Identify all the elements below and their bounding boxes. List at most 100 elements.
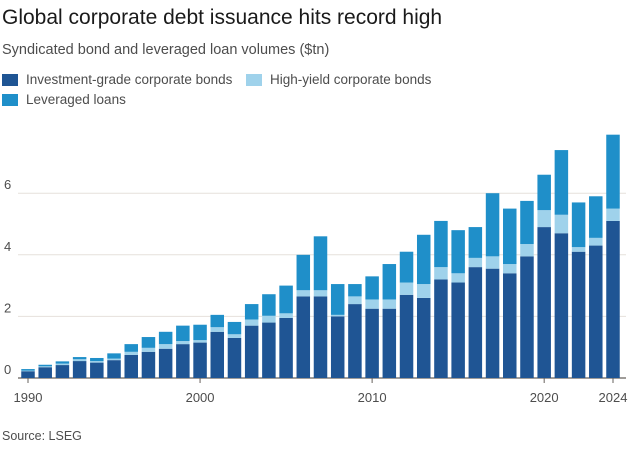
legend-item-leveraged-loans: Leveraged loans [2,92,126,107]
chart-legend: Investment-grade corporate bonds High-yi… [2,72,602,112]
bar-2006-series-0 [296,296,311,378]
bar-2009-series-0 [348,304,362,378]
bar-2011-series-1 [382,299,397,309]
bar-2014-series-2 [434,220,448,268]
bar-1990-series-2 [21,369,35,371]
bar-2012-series-1 [399,282,414,295]
bar-2020-series-1 [537,210,551,228]
bar-2009-series-2 [348,284,362,297]
bar-2011-series-0 [382,308,397,378]
y-tick-label-0: 0 [4,362,11,377]
legend-label-leveraged-loans: Leveraged loans [26,92,126,107]
x-tick-label-2000: 2000 [186,390,215,405]
bar-2020-series-2 [537,174,551,211]
bar-1994-series-2 [90,357,104,362]
bar-1996-series-2 [124,344,138,352]
bar-2022-series-1 [571,247,586,252]
bar-1994-series-0 [90,362,104,378]
bar-1998-series-2 [158,331,173,345]
x-tick-label-1990: 1990 [14,390,43,405]
bar-2007-series-2 [313,236,328,291]
bar-1998-series-1 [158,344,173,349]
bar-2006-series-1 [296,290,311,297]
bar-2021-series-0 [554,233,569,378]
bar-2024-series-2 [606,134,620,209]
bar-2023-series-0 [589,245,603,378]
bar-2014-series-0 [434,279,448,378]
bar-2004-series-2 [262,294,276,316]
bar-1999-series-0 [176,344,190,378]
bar-2018-series-1 [503,264,517,274]
bar-2000-series-1 [193,340,207,343]
bar-2005-series-1 [279,313,293,318]
bar-2013-series-2 [416,234,431,285]
bar-2010-series-2 [365,276,379,300]
x-tick-label-2020: 2020 [530,390,559,405]
bar-2024-series-1 [606,208,620,221]
bar-2017-series-1 [485,256,500,269]
bar-2001-series-1 [210,327,225,332]
y-tick-label-6: 6 [4,177,11,192]
bar-2008-series-1 [330,314,345,317]
bar-2020-series-0 [537,227,551,378]
legend-swatch-high-yield [246,73,262,86]
bar-1997-series-0 [141,351,156,378]
x-tick-label-2010: 2010 [358,390,387,405]
bar-1992-series-2 [55,361,70,364]
bar-2010-series-0 [365,308,379,378]
legend-swatch-investment-grade [2,73,18,86]
bars [21,134,620,378]
bar-2015-series-0 [451,282,465,378]
bar-2023-series-1 [589,237,603,246]
x-axis: 1990 2000 2010 2020 2024 [14,378,627,405]
bar-2007-series-1 [313,290,328,297]
bar-2016-series-2 [468,227,483,258]
bar-1993-series-2 [72,357,87,360]
bar-1992-series-0 [55,365,70,378]
bar-2002-series-1 [227,334,242,338]
bar-2016-series-0 [468,267,483,378]
bar-2021-series-2 [554,150,569,215]
bar-1991-series-2 [38,364,52,367]
bar-2002-series-0 [227,337,242,378]
bar-1995-series-1 [107,358,121,361]
bar-1990-series-0 [21,371,35,378]
chart-title: Global corporate debt issuance hits reco… [2,6,443,29]
bar-2022-series-2 [571,202,586,248]
bar-1998-series-0 [158,348,173,378]
bar-2000-series-2 [193,324,207,341]
bar-2022-series-0 [571,251,586,378]
bar-2003-series-2 [244,304,259,320]
chart-subtitle: Syndicated bond and leveraged loan volum… [2,42,330,58]
bar-1996-series-1 [124,351,138,355]
bar-2012-series-0 [399,294,414,378]
legend-label-high-yield: High-yield corporate bonds [270,72,432,87]
bar-2002-series-2 [227,321,242,335]
legend-item-high-yield: High-yield corporate bonds [246,72,431,87]
y-tick-label-4: 4 [4,239,11,254]
legend-label-investment-grade: Investment-grade corporate bonds [26,72,233,87]
y-axis: 0 2 4 6 [4,177,11,377]
bar-2018-series-2 [503,208,517,265]
bar-1993-series-1 [72,359,87,362]
bar-1991-series-1 [38,366,52,368]
bar-2018-series-0 [503,273,517,378]
bar-1995-series-2 [107,353,121,359]
bar-2015-series-1 [451,273,465,283]
bar-2012-series-2 [399,251,414,283]
bar-2004-series-0 [262,322,276,378]
bar-2021-series-1 [554,214,569,234]
bar-1994-series-1 [90,361,104,363]
bar-1997-series-2 [141,337,156,348]
bar-1996-series-0 [124,354,138,378]
bar-2004-series-1 [262,315,276,323]
bar-2013-series-1 [416,284,431,298]
bar-2019-series-1 [520,244,534,257]
bar-2006-series-2 [296,254,311,291]
bar-2016-series-1 [468,257,483,268]
bar-2003-series-0 [244,325,259,378]
source-note: Source: LSEG [2,429,82,443]
bar-2007-series-0 [313,296,328,378]
bar-1992-series-1 [55,363,70,366]
